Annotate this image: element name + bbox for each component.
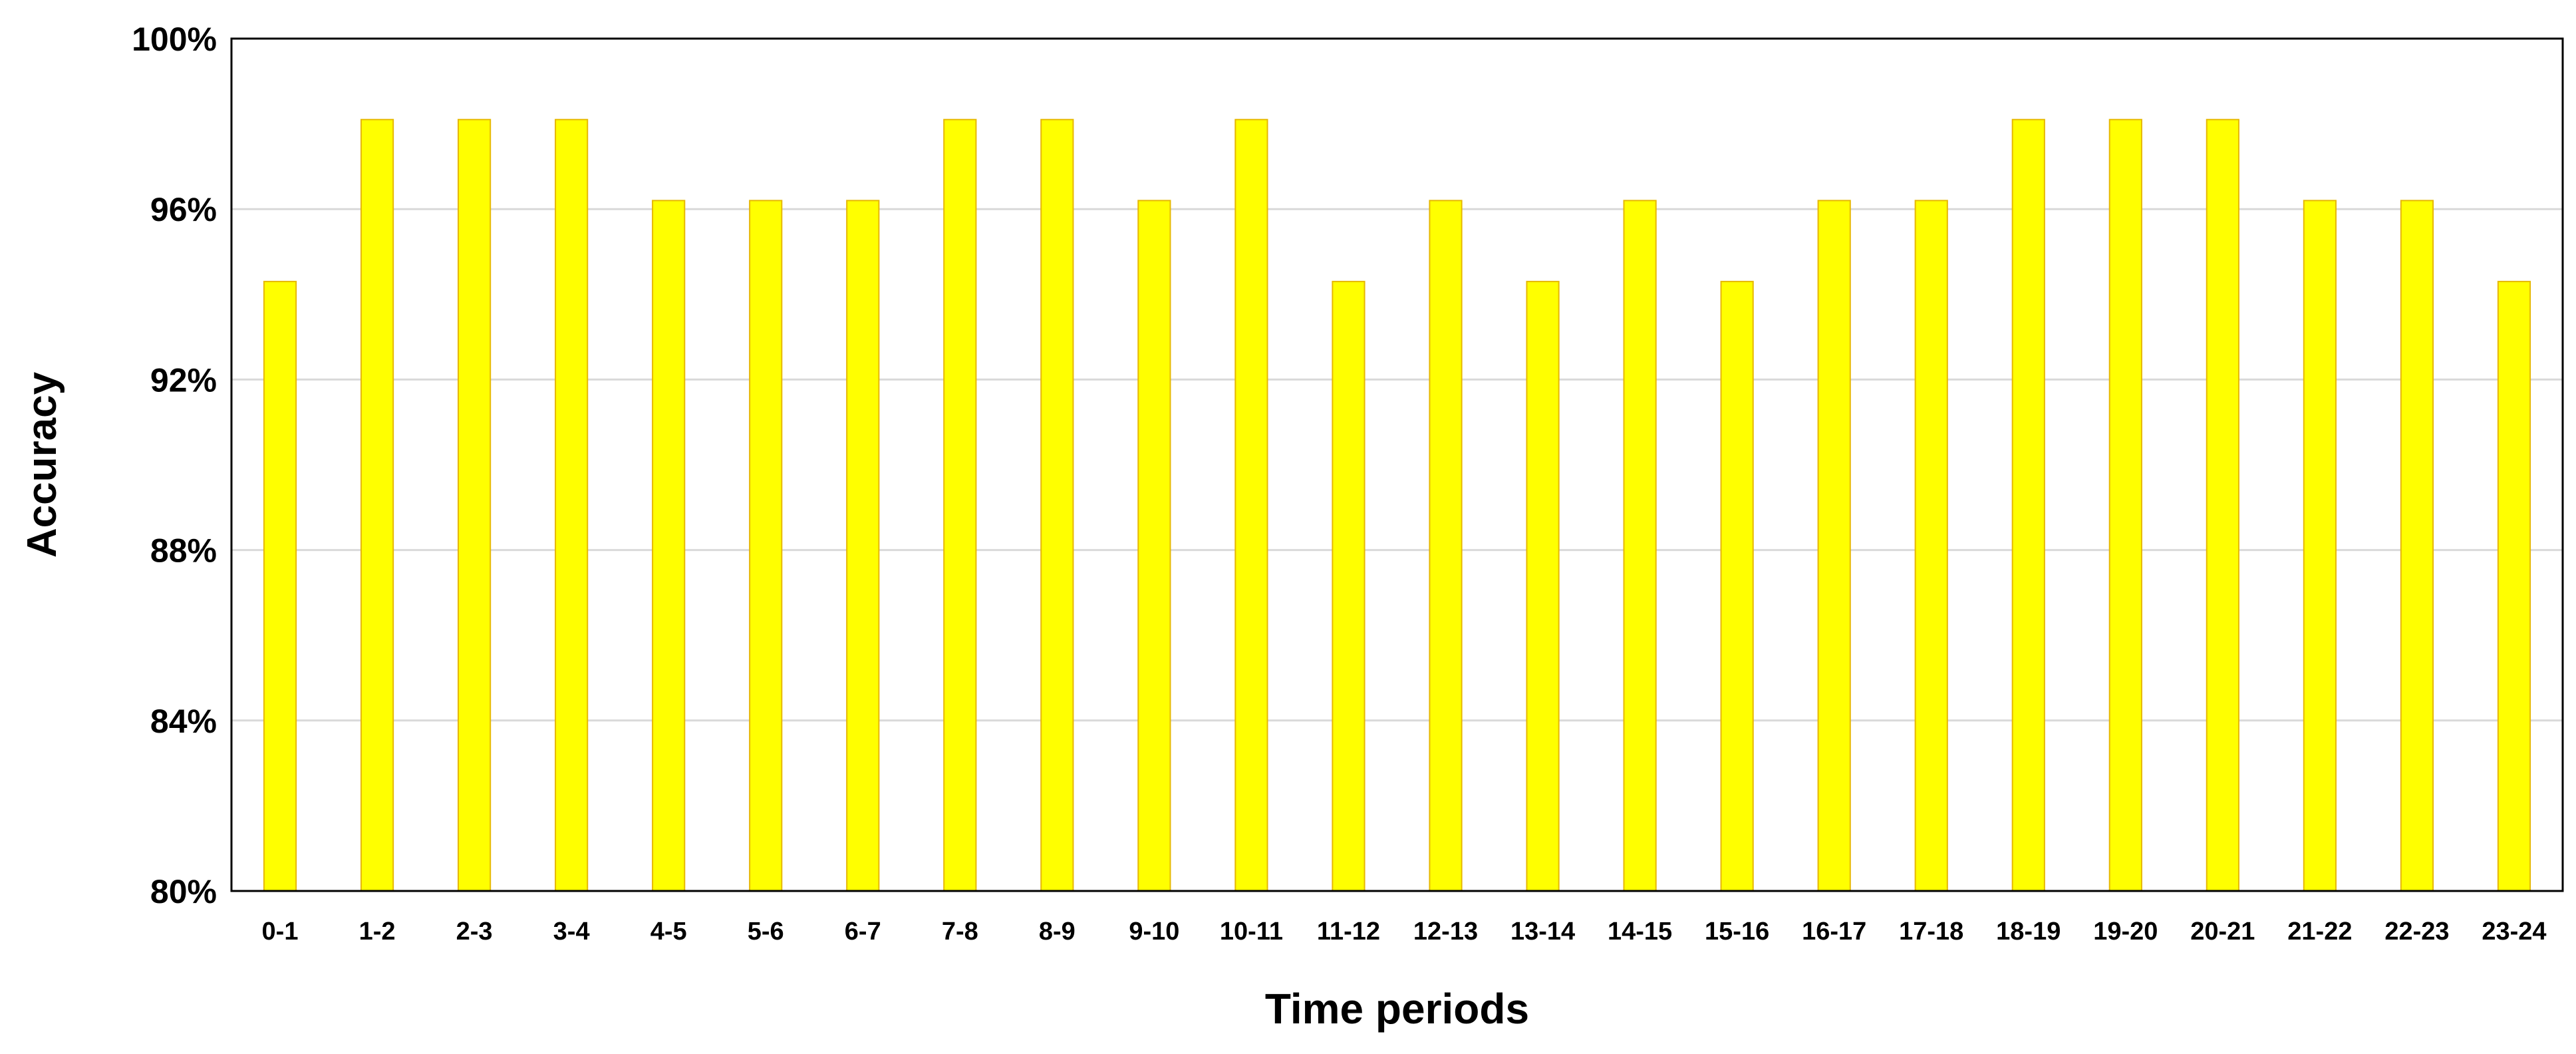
x-tick-label: 0-1 xyxy=(262,918,299,946)
x-tick-label: 16-17 xyxy=(1802,918,1866,946)
bar xyxy=(1137,200,1171,892)
bar xyxy=(2400,200,2434,892)
bar xyxy=(2497,281,2531,892)
bar xyxy=(360,118,394,892)
bar xyxy=(1429,200,1463,892)
x-tick-label: 4-5 xyxy=(650,918,687,946)
x-axis-ticks: 0-1 1-2 2-3 3-4 4-5 5-6 6-7 7-8 8-9 9-10 10-11 11-1… xyxy=(262,918,2547,946)
y-tick-label: 100% xyxy=(132,21,217,58)
x-tick-label: 9-10 xyxy=(1129,918,1179,946)
bar xyxy=(2206,118,2239,892)
x-tick-label: 5-6 xyxy=(748,918,784,946)
x-tick-label: 3-4 xyxy=(553,918,590,946)
y-axis-label: Accuracy xyxy=(19,371,65,558)
y-tick-label: 92% xyxy=(150,361,217,399)
x-tick-label: 23-24 xyxy=(2482,918,2546,946)
x-tick-label: 2-3 xyxy=(456,918,493,946)
bar xyxy=(943,118,977,892)
x-tick-label: 22-23 xyxy=(2384,918,2449,946)
y-tick-label: 84% xyxy=(150,703,217,740)
x-tick-label: 18-19 xyxy=(1996,918,2061,946)
bar xyxy=(652,200,686,892)
bar xyxy=(1332,281,1365,892)
gridlines xyxy=(231,208,2563,722)
x-tick-label: 17-18 xyxy=(1899,918,1963,946)
x-tick-label: 21-22 xyxy=(2287,918,2352,946)
bar xyxy=(1914,200,1948,892)
bar xyxy=(2108,118,2142,892)
bar xyxy=(1817,200,1851,892)
bar xyxy=(1623,200,1657,892)
x-tick-label: 8-9 xyxy=(1039,918,1075,946)
x-tick-label: 12-13 xyxy=(1413,918,1478,946)
x-tick-label: 10-11 xyxy=(1220,918,1283,946)
y-tick-label: 88% xyxy=(150,532,217,570)
bar xyxy=(846,200,880,892)
bar xyxy=(2011,118,2045,892)
bar xyxy=(263,281,297,892)
y-tick-label: 96% xyxy=(150,191,217,228)
x-tick-label: 14-15 xyxy=(1608,918,1672,946)
x-tick-label: 15-16 xyxy=(1705,918,1769,946)
x-axis-label: Time periods xyxy=(1265,985,1529,1033)
bar xyxy=(555,118,589,892)
bar xyxy=(1526,281,1560,892)
bar xyxy=(458,118,492,892)
bar xyxy=(1040,118,1074,892)
x-tick-label: 7-8 xyxy=(942,918,978,946)
bar xyxy=(749,200,783,892)
y-axis-ticks: 80% 84% 88% 92% 96% 100% xyxy=(132,21,217,910)
bar xyxy=(2303,200,2337,892)
bar xyxy=(1720,281,1754,892)
plot-area-border xyxy=(230,37,2564,892)
y-tick-label: 80% xyxy=(150,873,217,910)
x-tick-label: 11-12 xyxy=(1317,918,1380,946)
x-tick-label: 20-21 xyxy=(2190,918,2255,946)
bar xyxy=(1234,118,1268,892)
x-tick-label: 19-20 xyxy=(2093,918,2158,946)
x-tick-label: 13-14 xyxy=(1510,918,1575,946)
x-tick-label: 6-7 xyxy=(845,918,881,946)
x-tick-label: 1-2 xyxy=(359,918,396,946)
bars xyxy=(263,118,2531,892)
